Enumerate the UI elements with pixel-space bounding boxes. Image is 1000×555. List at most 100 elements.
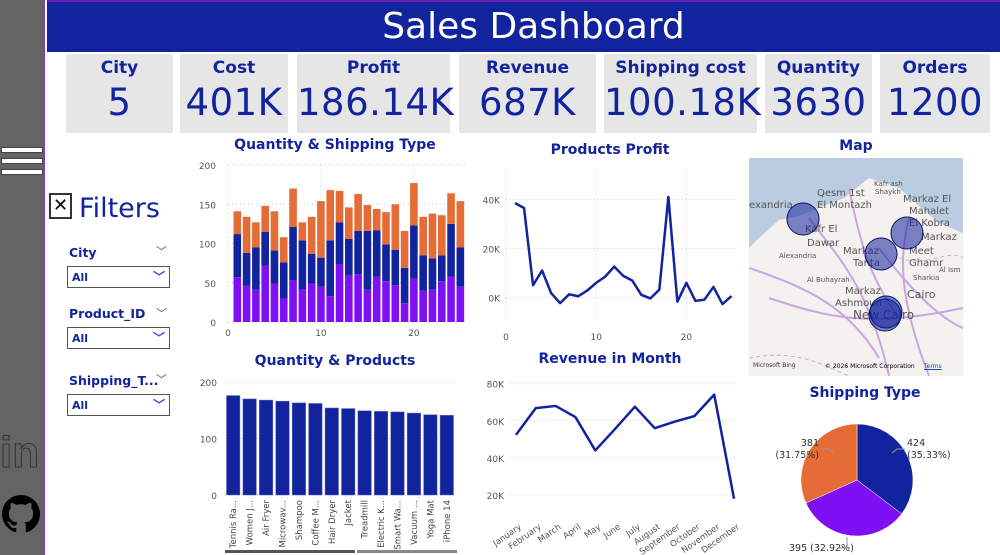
bar-segment (298, 240, 307, 290)
kpi-value: 100.18K (604, 81, 762, 124)
left-sidebar: in (0, 0, 45, 555)
scrollbar-track (357, 550, 457, 553)
bar-segment (437, 281, 446, 322)
kpi-label: Cost (212, 58, 256, 78)
bar-segment (372, 276, 381, 322)
kpi-card-cost: Cost 401K (180, 54, 288, 133)
bar-segment (419, 290, 427, 322)
map-place-label: Al Ism (939, 266, 961, 274)
bar (439, 415, 454, 496)
y-tick-label: 0 (210, 319, 216, 329)
shipping-type-pie[interactable]: 424(35.33%) 381(31.75%) 395 (32.92%) (749, 403, 999, 555)
bar-segment (252, 247, 260, 290)
bar-segment (289, 280, 297, 322)
kpi-card-shipping-cost: Shipping cost 100.18K (604, 54, 762, 133)
x-tick-label: 10 (590, 333, 602, 343)
bar-segment (447, 223, 455, 277)
kpi-card-quantity: Quantity 3630 (765, 54, 872, 133)
x-tick-label: Coffee M... (311, 500, 321, 546)
x-tick-label: Electric K... (377, 500, 387, 548)
bar-segment (317, 286, 325, 322)
x-tick-label: 0 (225, 329, 231, 339)
map-place-label: Qesm 1st (817, 188, 865, 199)
map-place-label: Kafr El (805, 224, 838, 235)
bar-segment (261, 231, 269, 266)
city-bubble (864, 237, 898, 271)
leader-line (839, 537, 848, 549)
quantity-products-chart[interactable]: 0 100 200 Tennis Ra... Women J... Air Fryer Mi… (190, 370, 470, 555)
bar (291, 402, 306, 496)
x-tick-label: Vacuum ... (410, 500, 420, 545)
chevron-down-icon[interactable]: ﹀ (156, 245, 167, 258)
pie-slice (800, 423, 858, 504)
bar-segment (391, 204, 400, 250)
filters-title: Filters (79, 193, 160, 224)
products-profit-chart[interactable]: 0K 20K 40K 0 10 20 (470, 160, 745, 345)
y-tick-label: 200 (199, 162, 216, 172)
bar-segment (242, 252, 251, 286)
bar-segment (307, 216, 316, 254)
x-tick-label: May (583, 522, 603, 540)
chart-title: Shipping Type (809, 385, 921, 401)
bar-segment (252, 289, 260, 322)
chevron-down-icon[interactable]: ﹀ (156, 373, 167, 386)
y-tick-label: 0 (211, 492, 217, 502)
chart-title: Quantity & Shipping Type (234, 137, 436, 153)
map-place-label: Markaz El (903, 194, 952, 205)
hamburger-menu-icon[interactable] (1, 169, 43, 175)
bar-segment (382, 244, 390, 282)
map-place-label: Al Buhayrah (807, 276, 850, 284)
map-place-label: Markaz (843, 246, 879, 257)
bar-segment (456, 201, 465, 248)
shipping-type-filter-dropdown[interactable]: All ﹀ (67, 394, 170, 416)
dashboard-header: Sales Dashboard (47, 0, 1000, 52)
city-bubble (890, 216, 924, 250)
bar-segment (410, 225, 418, 279)
map-place-label: Markaz (845, 286, 881, 297)
x-tick-label: March (536, 522, 563, 545)
chart-title: Products Profit (550, 142, 670, 158)
map-place-label: Shaykh (875, 188, 901, 196)
bar-segment (298, 289, 307, 322)
map-terms-link[interactable]: Terms (924, 363, 942, 370)
github-icon[interactable] (2, 495, 40, 533)
bar-segment (335, 190, 344, 223)
bar (226, 395, 241, 496)
bar-segment (317, 257, 325, 287)
chart-title: Quantity & Products (254, 353, 416, 369)
map-place-label: Markaz (921, 232, 957, 243)
y-tick-label: 40K (483, 196, 501, 206)
bar-segment (326, 296, 335, 322)
city-filter-dropdown[interactable]: All ﹀ (67, 266, 170, 288)
quantity-shipping-type-chart[interactable]: 0 50 100 150 200 0 10 20 (190, 155, 470, 340)
bar-segment (372, 230, 381, 277)
y-tick-label: 150 (199, 201, 216, 211)
bar (324, 407, 339, 496)
x-tick-label: April (561, 522, 583, 541)
bar (242, 398, 257, 496)
city-map[interactable]: exandria Qesm 1st El Montazh Kafr ash Shaykh… (749, 158, 963, 376)
bar-segment (410, 278, 418, 322)
x-tick-label: Jacket (344, 499, 354, 526)
x-tick-label: Tennis Ra... (229, 500, 239, 549)
map-place-label: Dawar (807, 238, 840, 249)
close-filters-button[interactable]: ✕ (49, 193, 72, 219)
kpi-label: Shipping cost (615, 58, 746, 78)
bar-segment (270, 283, 279, 322)
kpi-card-revenue: Revenue 687K (459, 54, 596, 133)
chevron-down-icon[interactable]: ﹀ (156, 307, 167, 320)
bar-segment (410, 183, 418, 226)
kpi-card-profit: Profit 186.14K (297, 54, 454, 133)
bar-segment (307, 283, 316, 322)
hamburger-menu-icon[interactable] (1, 147, 43, 153)
linkedin-icon[interactable]: in (0, 428, 40, 478)
kpi-value: 401K (185, 81, 283, 124)
map-place-label: Meet (909, 246, 934, 257)
hamburger-menu-icon[interactable] (1, 158, 43, 164)
bar-segment (428, 213, 437, 259)
kpi-label: Orders (902, 58, 968, 78)
bar-segment (363, 230, 372, 290)
product-id-filter-dropdown[interactable]: All ﹀ (67, 327, 170, 349)
bar-segment (261, 265, 269, 322)
